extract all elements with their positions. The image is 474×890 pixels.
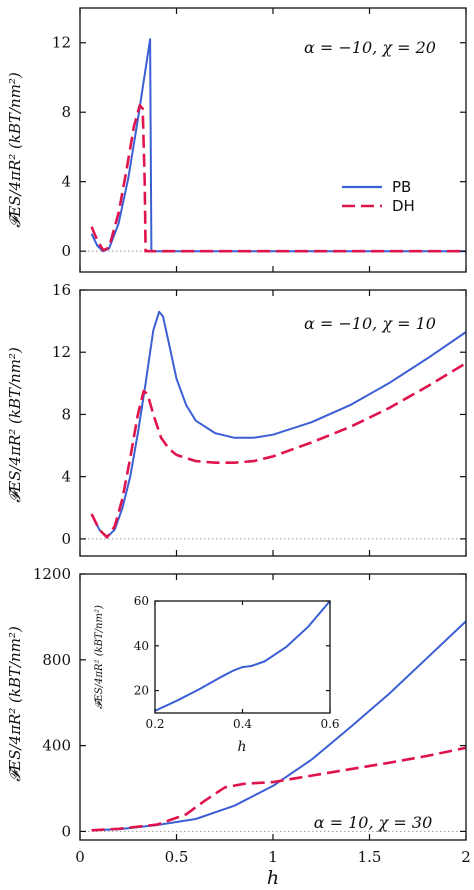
panel-bottom-xtick-label: 0 [75, 848, 85, 866]
panel-middle-ytick-label: 12 [52, 343, 71, 361]
panel-bottom-ytick-label: 0 [61, 822, 71, 840]
panel-bottom-xtick-label: 1.5 [358, 848, 382, 866]
panel-bottom-plot: 0 400 800 1200 0 0.5 1 1.5 2 [33, 565, 471, 866]
legend: PB DH [342, 178, 415, 215]
legend-pb-label: PB [392, 178, 411, 196]
panel-middle-plot: 0 4 8 12 16 [52, 281, 467, 557]
panel-bottom-series-pb [91, 620, 466, 832]
inset-ytick-label: 20 [134, 684, 149, 698]
panel-bottom-ytick-label: 400 [42, 737, 71, 755]
panel-middle-annotation: α = −10, χ = 10 [304, 314, 436, 333]
inset-background [155, 601, 330, 713]
panel-top: 0 4 8 12 α = −10, χ = 20 𝓕ES/4πR² (kBT/nm²)… [6, 7, 467, 273]
panel-bottom-ytick-label: 800 [42, 651, 71, 669]
panel-bottom-ytick-label: 1200 [33, 565, 71, 583]
panel-bottom-xlabel: h [267, 867, 279, 889]
inset-ytick-label: 40 [134, 639, 149, 653]
panel-bottom-xtick-label: 0.5 [165, 848, 189, 866]
panel-top-series-pb [90, 38, 466, 253]
panel-top-ylabel: 𝓕ES/4πR² (kBT/nm²) [6, 72, 24, 228]
panel-bottom-series-dh [91, 746, 466, 832]
panel-bottom-xtick-label: 1 [268, 848, 278, 866]
panel-middle-ytick-label: 8 [61, 405, 71, 423]
legend-dh-label: DH [392, 197, 415, 215]
panel-middle-series-dh [90, 361, 466, 539]
inset-ylabel: 𝓕ES/4πR² (kBT/nm²) [94, 605, 105, 709]
panel-bottom: 0 400 800 1200 0 0.5 1 1.5 2 α = 10, χ = 30 𝓕ES/… [6, 565, 471, 889]
inset-xlabel: h [237, 739, 246, 755]
panel-middle: 0 4 8 12 16 α = −10, χ = 10 𝓕ES/4πR² (kBT/nm… [6, 281, 467, 557]
panel-middle-ytick-label: 0 [61, 530, 71, 548]
panel-top-series-dh [90, 104, 466, 253]
panel-top-ytick-label: 8 [61, 103, 71, 121]
inset-xtick-label: 0.2 [145, 717, 164, 731]
inset-xtick-label: 0.4 [233, 717, 252, 731]
inset-plot: 20 40 60 0.2 0.4 0.6 [134, 594, 340, 731]
panel-middle-ytick-label: 4 [61, 468, 71, 486]
inset-xtick-label: 0.6 [320, 717, 339, 731]
inset: 20 40 60 0.2 0.4 0.6 𝓕ES/4πR² (kBT/nm²) h [94, 594, 340, 755]
inset-series-pb [155, 601, 330, 712]
panel-bottom-ylabel: 𝓕ES/4πR² (kBT/nm²) [6, 626, 24, 782]
panel-bottom-xtick-label: 2 [461, 848, 471, 866]
panel-middle-ylabel: 𝓕ES/4πR² (kBT/nm²) [6, 347, 24, 503]
panel-middle-series-pb [90, 310, 466, 539]
inset-ytick-label: 60 [134, 594, 149, 608]
panel-top-ytick-label: 12 [52, 34, 71, 52]
panel-middle-ytick-label: 16 [52, 281, 71, 299]
panel-top-ytick-label: 0 [61, 242, 71, 260]
panel-bottom-annotation: α = 10, χ = 30 [314, 813, 433, 832]
panel-top-plot: 0 4 8 12 [52, 7, 467, 273]
panel-top-ytick-label: 4 [61, 173, 71, 191]
panel-top-annotation: α = −10, χ = 20 [304, 38, 436, 57]
